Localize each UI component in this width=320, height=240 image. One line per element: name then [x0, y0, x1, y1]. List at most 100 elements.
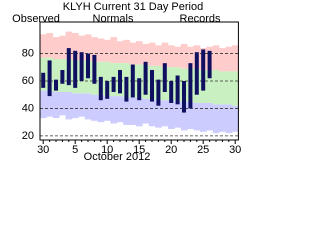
y-tick-label: 20: [22, 130, 34, 142]
legend-label: Normals: [93, 13, 134, 25]
record-high-band: [219, 48, 226, 72]
record-high-band: [212, 45, 220, 71]
record-high-band: [46, 32, 54, 58]
observed-bar: [188, 63, 193, 109]
record-high-band: [155, 45, 162, 66]
x-tick-label: 30: [229, 144, 241, 156]
record-low-band: [193, 102, 201, 131]
observed-bar: [130, 64, 135, 98]
normal-band: [219, 71, 226, 105]
x-tick-label: 20: [165, 144, 177, 156]
y-tick-label: 40: [22, 102, 34, 114]
record-low-band: [65, 91, 73, 120]
record-low-band: [174, 101, 182, 128]
record-low-band: [180, 101, 188, 131]
y-tick-label: 60: [22, 75, 34, 87]
observed-bar: [66, 48, 71, 86]
record-low-band: [136, 97, 143, 127]
record-high-band: [65, 31, 73, 60]
legend-label: Observed: [12, 13, 60, 25]
observed-bar: [207, 50, 212, 79]
normal-band: [232, 71, 239, 106]
observed-bar: [98, 76, 103, 101]
record-high-band: [78, 35, 86, 61]
record-low-band: [206, 102, 214, 131]
record-high-band: [180, 43, 188, 69]
x-axis-label: October 2012: [84, 151, 151, 163]
legend-label: Records: [180, 13, 221, 25]
x-tick-label: 5: [72, 144, 78, 156]
normal-band: [212, 70, 220, 105]
record-low-band: [52, 91, 60, 119]
record-high-band: [232, 45, 239, 72]
record-high-band: [148, 42, 156, 66]
record-high-band: [40, 34, 47, 58]
observed-bar: [169, 81, 174, 103]
record-low-band: [155, 100, 162, 128]
observed-bar: [124, 76, 129, 102]
record-low-band: [232, 105, 239, 132]
record-low-band: [46, 90, 54, 117]
record-low-band: [129, 97, 137, 125]
observed-bar: [73, 50, 78, 88]
record-low-band: [116, 96, 124, 123]
record-low-band: [40, 90, 47, 119]
record-high-band: [104, 39, 111, 62]
plot-frame: [39, 21, 239, 141]
record-low-band: [219, 104, 226, 132]
record-low-band: [72, 93, 79, 119]
record-low-band: [142, 98, 150, 124]
record-low-band: [84, 93, 92, 120]
record-low-band: [200, 102, 207, 132]
record-low-band: [148, 98, 156, 127]
record-high-band: [187, 46, 194, 69]
record-high-band: [59, 35, 66, 60]
record-high-band: [97, 38, 105, 62]
normal-band: [225, 71, 233, 105]
record-high-band: [161, 42, 169, 68]
x-tick-label: 25: [197, 144, 209, 156]
observed-bar: [182, 81, 186, 113]
observed-bar: [156, 79, 161, 106]
record-high-band: [72, 32, 79, 61]
observed-bar: [54, 79, 58, 91]
record-low-band: [78, 93, 86, 117]
observed-bar: [41, 72, 46, 88]
observed-bar: [162, 63, 167, 92]
record-high-band: [136, 41, 143, 65]
observed-bar: [79, 52, 84, 81]
observed-bar: [92, 54, 97, 84]
record-low-band: [91, 94, 98, 121]
observed-bar: [137, 78, 142, 101]
record-low-band: [161, 100, 169, 127]
record-high-band: [116, 41, 124, 64]
record-high-band: [225, 46, 233, 72]
observed-bar: [201, 49, 206, 91]
record-low-band: [168, 100, 175, 130]
observed-bar: [105, 81, 110, 99]
normal-band: [52, 59, 60, 92]
record-low-band: [187, 101, 194, 130]
record-high-band: [91, 37, 98, 62]
record-high-band: [168, 45, 175, 68]
record-high-band: [84, 34, 92, 61]
record-low-band: [225, 104, 233, 134]
x-tick-label: 30: [37, 144, 49, 156]
observed-bar: [111, 76, 116, 92]
x-tick-label: 10: [101, 144, 113, 156]
observed-bar: [150, 70, 154, 102]
observed-bar: [118, 70, 122, 94]
record-low-band: [110, 96, 118, 124]
chart-title: KLYH Current 31 Day Period: [63, 1, 203, 13]
observed-bar: [60, 70, 65, 84]
observed-bar: [175, 75, 180, 105]
observed-bar: [194, 52, 199, 95]
record-high-band: [110, 37, 118, 64]
y-tick-label: 80: [22, 47, 34, 59]
chart: KLYH Current 31 Day Period October 2012 …: [12, 1, 241, 163]
record-high-band: [123, 39, 130, 64]
x-tick-label: 15: [133, 144, 145, 156]
record-high-band: [174, 46, 182, 68]
record-low-band: [123, 97, 130, 125]
record-high-band: [142, 43, 150, 65]
